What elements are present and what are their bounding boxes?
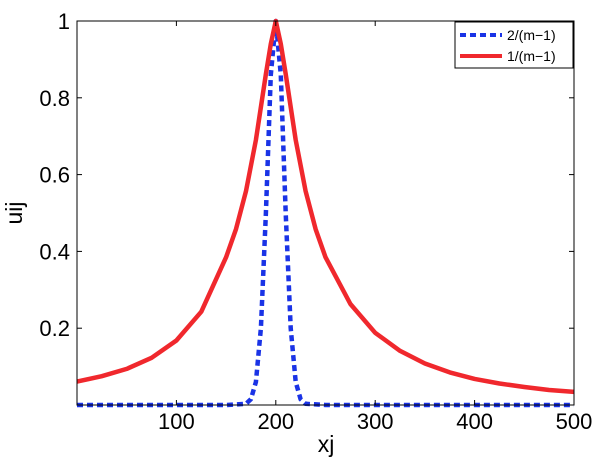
series-line-2 (76, 18, 575, 395)
legend-label-series-1: 2/(m−1) (507, 27, 556, 43)
y-tick-label: 0.2 (39, 316, 70, 341)
x-axis-label: xj (318, 431, 335, 457)
x-tick-label: 100 (158, 409, 195, 434)
legend-box (454, 21, 574, 69)
y-axis-label: uij (1, 201, 27, 224)
y-tick-label: 0.8 (39, 86, 70, 111)
y-tick-label: 1 (58, 9, 70, 34)
plot-area (77, 21, 574, 405)
x-tick-label: 500 (556, 409, 593, 434)
y-tick-label: 0.6 (39, 163, 70, 188)
x-tick-label: 200 (257, 409, 294, 434)
tick-layer: 100 200 300 400 500 0.2 0.4 0.6 0.8 1 (39, 9, 592, 434)
x-tick-label: 300 (357, 409, 394, 434)
legend: 2/(m−1) 1/(m−1) (454, 21, 574, 69)
y-tick-label: 0.4 (39, 239, 70, 264)
legend-label-series-2: 1/(m−1) (507, 48, 556, 64)
axes-box (76, 20, 575, 406)
x-tick-label: 400 (456, 409, 493, 434)
